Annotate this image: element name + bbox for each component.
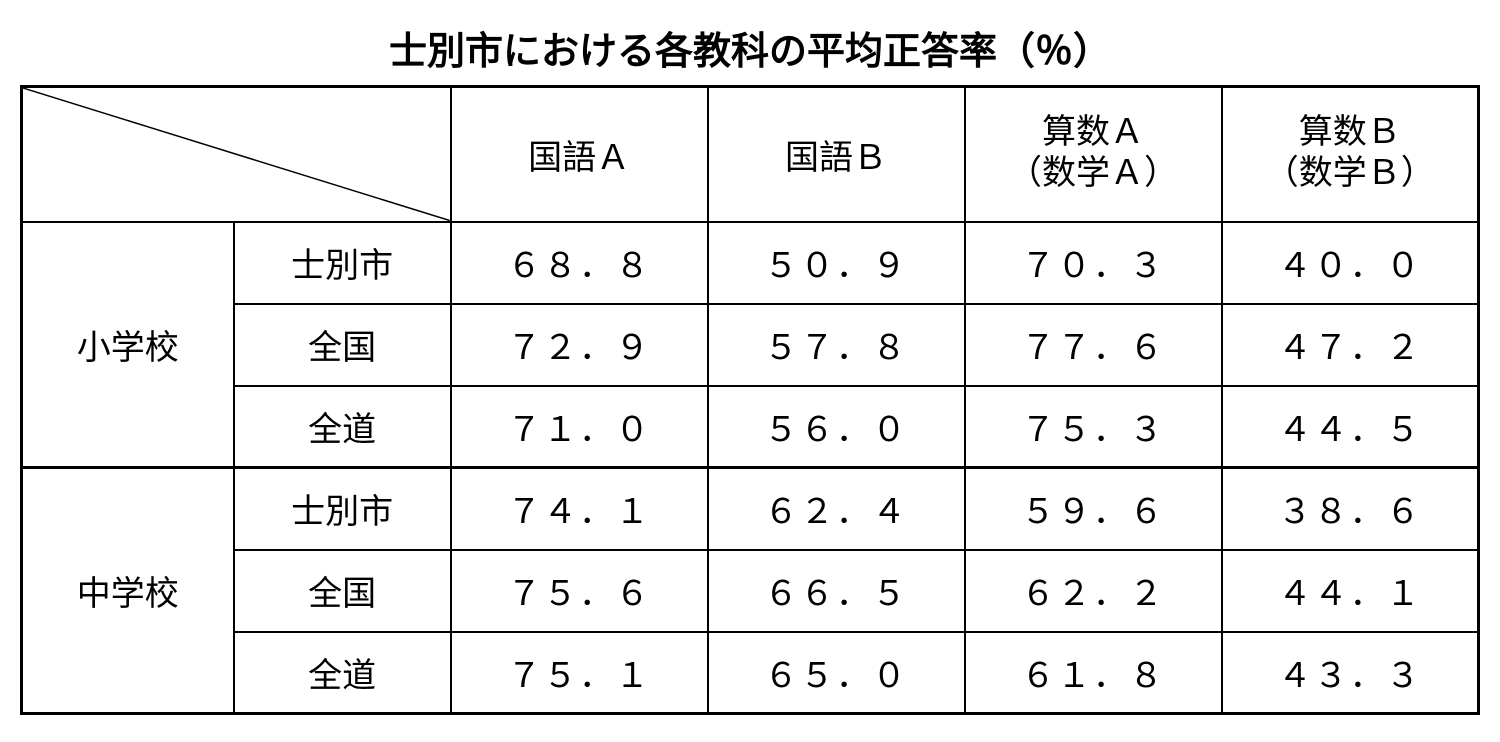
data-cell: ４４．５ xyxy=(1222,386,1479,468)
table-row: 全道 ７５．１ ６５．０ ６１．８ ４３．３ xyxy=(22,632,1479,714)
col-header-kokugo-a: 国語Ａ xyxy=(451,87,708,222)
table-row: 中学校 士別市 ７４．１ ６２．４ ５９．６ ３８．６ xyxy=(22,468,1479,550)
data-cell: ６６．５ xyxy=(708,550,965,632)
data-cell: ７５．６ xyxy=(451,550,708,632)
score-table: 国語Ａ 国語Ｂ 算数Ａ （数学Ａ） 算数Ｂ （数学Ｂ） 小学校 士別市 ６８．８… xyxy=(20,85,1480,715)
scope-zendo: 全道 xyxy=(234,386,451,468)
scope-zenkoku: 全国 xyxy=(234,304,451,386)
data-cell: ７０．３ xyxy=(965,222,1222,304)
col-header-sansuu-a: 算数Ａ （数学Ａ） xyxy=(965,87,1222,222)
data-cell: ７２．９ xyxy=(451,304,708,386)
scope-zendo: 全道 xyxy=(234,632,451,714)
data-cell: ４７．２ xyxy=(1222,304,1479,386)
data-cell: ５７．８ xyxy=(708,304,965,386)
col-header-sansuu-a-line2: （数学Ａ） xyxy=(1008,155,1178,192)
col-header-sansuu-a-line1: 算数Ａ xyxy=(1042,114,1144,151)
corner-cell xyxy=(22,87,451,222)
scope-zenkoku: 全国 xyxy=(234,550,451,632)
data-cell: ４３．３ xyxy=(1222,632,1479,714)
data-cell: ７７．６ xyxy=(965,304,1222,386)
scope-shibetsu: 士別市 xyxy=(234,222,451,304)
col-header-kokugo-b: 国語Ｂ xyxy=(708,87,965,222)
table-title: 士別市における各教科の平均正答率（％） xyxy=(389,20,1111,75)
data-cell: ５０．９ xyxy=(708,222,965,304)
row-group-shogakko: 小学校 xyxy=(22,222,234,468)
data-cell: ５９．６ xyxy=(965,468,1222,550)
data-cell: ７４．１ xyxy=(451,468,708,550)
scope-shibetsu: 士別市 xyxy=(234,468,451,550)
data-cell: ７５．１ xyxy=(451,632,708,714)
data-cell: ６８．８ xyxy=(451,222,708,304)
data-cell: ５６．０ xyxy=(708,386,965,468)
table-row: 小学校 士別市 ６８．８ ５０．９ ７０．３ ４０．０ xyxy=(22,222,1479,304)
data-cell: ６５．０ xyxy=(708,632,965,714)
table-row: 全国 ７５．６ ６６．５ ６２．２ ４４．１ xyxy=(22,550,1479,632)
data-cell: ３８．６ xyxy=(1222,468,1479,550)
col-header-sansuu-b-line2: （数学Ｂ） xyxy=(1265,155,1435,192)
data-cell: ６２．４ xyxy=(708,468,965,550)
data-cell: ４０．０ xyxy=(1222,222,1479,304)
data-cell: ４４．１ xyxy=(1222,550,1479,632)
data-cell: ６１．８ xyxy=(965,632,1222,714)
col-header-sansuu-b-line1: 算数Ｂ xyxy=(1299,114,1401,151)
data-cell: ７１．０ xyxy=(451,386,708,468)
data-cell: ７５．３ xyxy=(965,386,1222,468)
data-cell: ６２．２ xyxy=(965,550,1222,632)
col-header-sansuu-b: 算数Ｂ （数学Ｂ） xyxy=(1222,87,1479,222)
row-group-chugakko: 中学校 xyxy=(22,468,234,714)
table-row: 全道 ７１．０ ５６．０ ７５．３ ４４．５ xyxy=(22,386,1479,468)
table-row: 全国 ７２．９ ５７．８ ７７．６ ４７．２ xyxy=(22,304,1479,386)
